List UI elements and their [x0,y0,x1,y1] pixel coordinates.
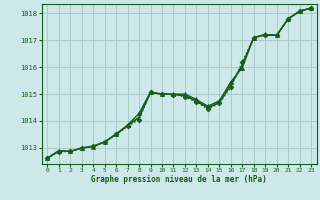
X-axis label: Graphe pression niveau de la mer (hPa): Graphe pression niveau de la mer (hPa) [91,175,267,184]
